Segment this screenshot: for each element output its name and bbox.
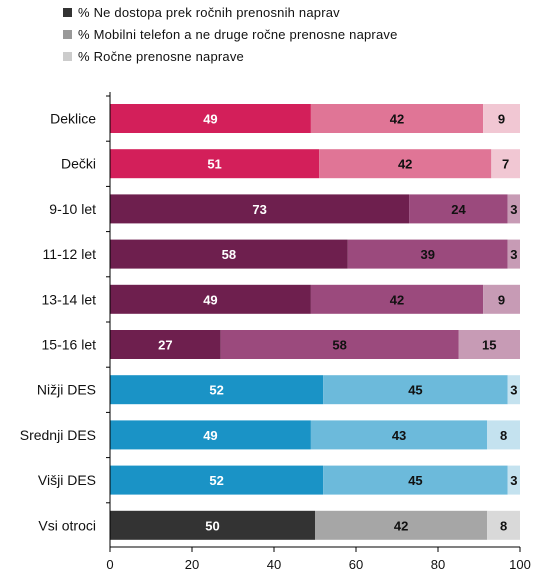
data-label: 42 <box>390 112 404 127</box>
data-label: 49 <box>203 292 217 307</box>
data-label: 8 <box>500 428 507 443</box>
bar-segment <box>507 375 520 405</box>
bar-segment <box>319 149 492 179</box>
bar-segment <box>110 104 311 133</box>
category-label: 9-10 let <box>49 201 96 217</box>
legend-label-1: % Ne dostopa prek ročnih prenosnih napra… <box>78 5 340 20</box>
data-label: 3 <box>510 473 517 488</box>
bar-segment <box>110 194 410 224</box>
bar-segment <box>323 375 508 405</box>
data-label: 58 <box>332 338 346 353</box>
data-label: 49 <box>203 428 217 443</box>
bar-segment <box>458 330 520 359</box>
bar-segment <box>310 420 488 450</box>
category-label: 11-12 let <box>43 246 97 262</box>
bar-segment <box>507 465 520 495</box>
category-label: 15-16 let <box>42 337 97 353</box>
bar-segment <box>220 330 459 359</box>
data-label: 39 <box>421 247 435 262</box>
data-label: 3 <box>510 247 517 262</box>
category-label: Vsi otroci <box>38 517 96 533</box>
category-label: Nižji DES <box>37 382 96 398</box>
legend-label-3: % Ročne prenosne naprave <box>78 49 244 64</box>
category-label: Srednji DES <box>20 427 96 443</box>
bar-segment <box>310 284 484 314</box>
bar-segment <box>483 104 520 133</box>
bar-segment <box>487 420 520 450</box>
bar-segment <box>487 510 520 540</box>
bar-segment <box>491 149 520 179</box>
bar-segment <box>110 330 221 359</box>
data-label: 42 <box>390 292 404 307</box>
data-label: 24 <box>451 202 466 217</box>
data-label: 52 <box>209 383 223 398</box>
data-label: 15 <box>482 338 496 353</box>
data-label: 27 <box>158 338 172 353</box>
data-label: 73 <box>252 202 266 217</box>
data-label: 58 <box>222 247 236 262</box>
data-label: 9 <box>498 112 505 127</box>
bar-segment <box>310 104 484 133</box>
bar-segment <box>507 194 520 224</box>
legend: % Ne dostopa prek ročnih prenosnih napra… <box>63 5 398 64</box>
bar-segment <box>110 465 324 495</box>
bar-segment <box>110 239 348 269</box>
bar-segment <box>110 420 311 450</box>
bar-segment <box>507 239 520 269</box>
bar-segment <box>315 510 488 540</box>
x-tick-label: 40 <box>267 557 281 572</box>
data-label: 43 <box>392 428 406 443</box>
bar-segment <box>110 149 320 179</box>
data-label: 52 <box>209 473 223 488</box>
data-label: 45 <box>408 383 422 398</box>
data-label: 42 <box>394 518 408 533</box>
bars: 49 42 9 51 42 7 73 24 3 58 39 3 49 42 9 27 58 15 52 45 3 49 43… <box>110 104 520 540</box>
data-label: 8 <box>500 518 507 533</box>
bar-segment <box>110 510 315 540</box>
x-tick-label: 60 <box>349 557 363 572</box>
data-label: 51 <box>207 157 221 172</box>
data-label: 49 <box>203 112 217 127</box>
category-label: Dečki <box>61 156 96 172</box>
x-tick-label: 80 <box>431 557 445 572</box>
data-label: 7 <box>502 157 509 172</box>
data-label: 50 <box>205 518 219 533</box>
bar-segment <box>347 239 508 269</box>
data-label: 3 <box>510 383 517 398</box>
category-label: Višji DES <box>38 472 96 488</box>
data-label: 45 <box>408 473 422 488</box>
data-label: 9 <box>498 292 505 307</box>
x-tick-label: 0 <box>106 557 113 572</box>
bar-segment <box>409 194 508 224</box>
legend-label-2: % Mobilni telefon a ne druge ročne preno… <box>78 27 398 42</box>
legend-swatch-3 <box>63 52 72 61</box>
bar-segment <box>323 465 508 495</box>
data-label: 3 <box>510 202 517 217</box>
legend-swatch-2 <box>63 30 72 39</box>
bar-segment <box>110 284 311 314</box>
data-label: 42 <box>398 157 412 172</box>
category-label: Deklice <box>50 111 96 127</box>
bar-segment <box>483 284 520 314</box>
legend-swatch-1 <box>63 8 72 17</box>
bar-segment <box>110 375 324 405</box>
x-tick-label: 100 <box>509 557 531 572</box>
x-tick-label: 20 <box>185 557 199 572</box>
category-label: 13-14 let <box>42 291 97 307</box>
